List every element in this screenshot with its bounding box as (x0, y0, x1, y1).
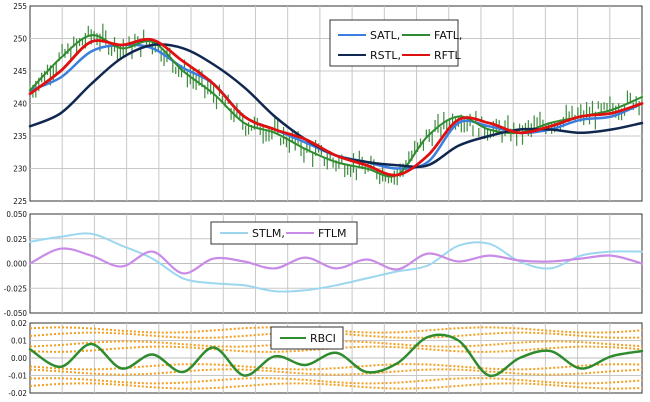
y-tick-label: 225 (13, 197, 27, 206)
price-panel-grid (30, 6, 642, 201)
legend-fatl-label: FATL, (434, 29, 462, 42)
y-tick-label: 235 (13, 132, 27, 141)
rbci-line (28, 333, 644, 377)
momentum-panel-y-ticks: 0.050 0.025 0.000 -0.025 -0.050 (4, 210, 28, 318)
y-tick-label: 0.050 (6, 210, 27, 219)
y-tick-label: 250 (13, 35, 27, 44)
rbci-band (29, 382, 643, 390)
price-panel-y-ticks: 255 250 245 240 235 230 225 (13, 2, 27, 206)
rbci-lines (28, 333, 644, 377)
rbci-band (29, 326, 643, 334)
y-tick-label: 0.000 (6, 260, 27, 269)
y-tick-label: 240 (13, 100, 27, 109)
momentum-panel-grid (30, 214, 642, 313)
price-legend: SATL, FATL, RSTL, RFTL (329, 19, 462, 67)
y-tick-label: 255 (13, 2, 27, 11)
price-indicator-lines (28, 34, 644, 178)
fatl-line (29, 34, 643, 178)
y-tick-label: 0.025 (6, 235, 27, 244)
y-tick-label: 245 (13, 67, 27, 76)
momentum-panel: 0.050 0.025 0.000 -0.025 -0.050 STLM, FTLM (4, 210, 644, 318)
ftlm-line (28, 247, 644, 275)
momentum-legend: STLM, FTLM (210, 221, 358, 245)
y-tick-label: 0.01 (11, 337, 27, 346)
rbci-legend-box (270, 326, 344, 350)
legend-rbci-label: RBCI (310, 332, 336, 345)
y-tick-label: -0.01 (8, 372, 27, 381)
y-tick-label: 0.00 (11, 354, 27, 363)
rbci-band (29, 340, 643, 348)
rftl-line (28, 37, 644, 177)
legend-stlm-label: STLM, (252, 227, 285, 240)
rbci-panel: 0.02 0.01 0.00 -0.01 -0.02 RBCI (8, 319, 644, 398)
rbci-band (29, 368, 643, 376)
y-tick-label: -0.025 (4, 284, 27, 293)
stlm-line (29, 232, 643, 293)
rbci-band (29, 345, 643, 353)
rbci-legend: RBCI (270, 326, 344, 350)
y-tick-label: 0.02 (11, 319, 27, 328)
y-tick-label: 230 (13, 165, 27, 174)
y-tick-label: -0.02 (8, 389, 27, 398)
momentum-legend-box (210, 221, 358, 245)
legend-rftl-label: RFTL (434, 49, 461, 62)
momentum-lines (28, 232, 644, 293)
y-tick-label: -0.050 (4, 309, 28, 318)
legend-rstl-label: RSTL, (370, 49, 401, 62)
rbci-band (29, 377, 643, 385)
legend-ftlm-label: FTLM (318, 227, 346, 240)
price-legend-box (329, 19, 459, 67)
price-panel: 255 250 245 240 235 230 225 SATL, FATL, RSTL, … (13, 2, 644, 206)
rbci-panel-y-ticks: 0.02 0.01 0.00 -0.01 -0.02 (8, 319, 27, 398)
legend-satl-label: SATL, (370, 29, 400, 42)
rbci-band (29, 331, 643, 339)
